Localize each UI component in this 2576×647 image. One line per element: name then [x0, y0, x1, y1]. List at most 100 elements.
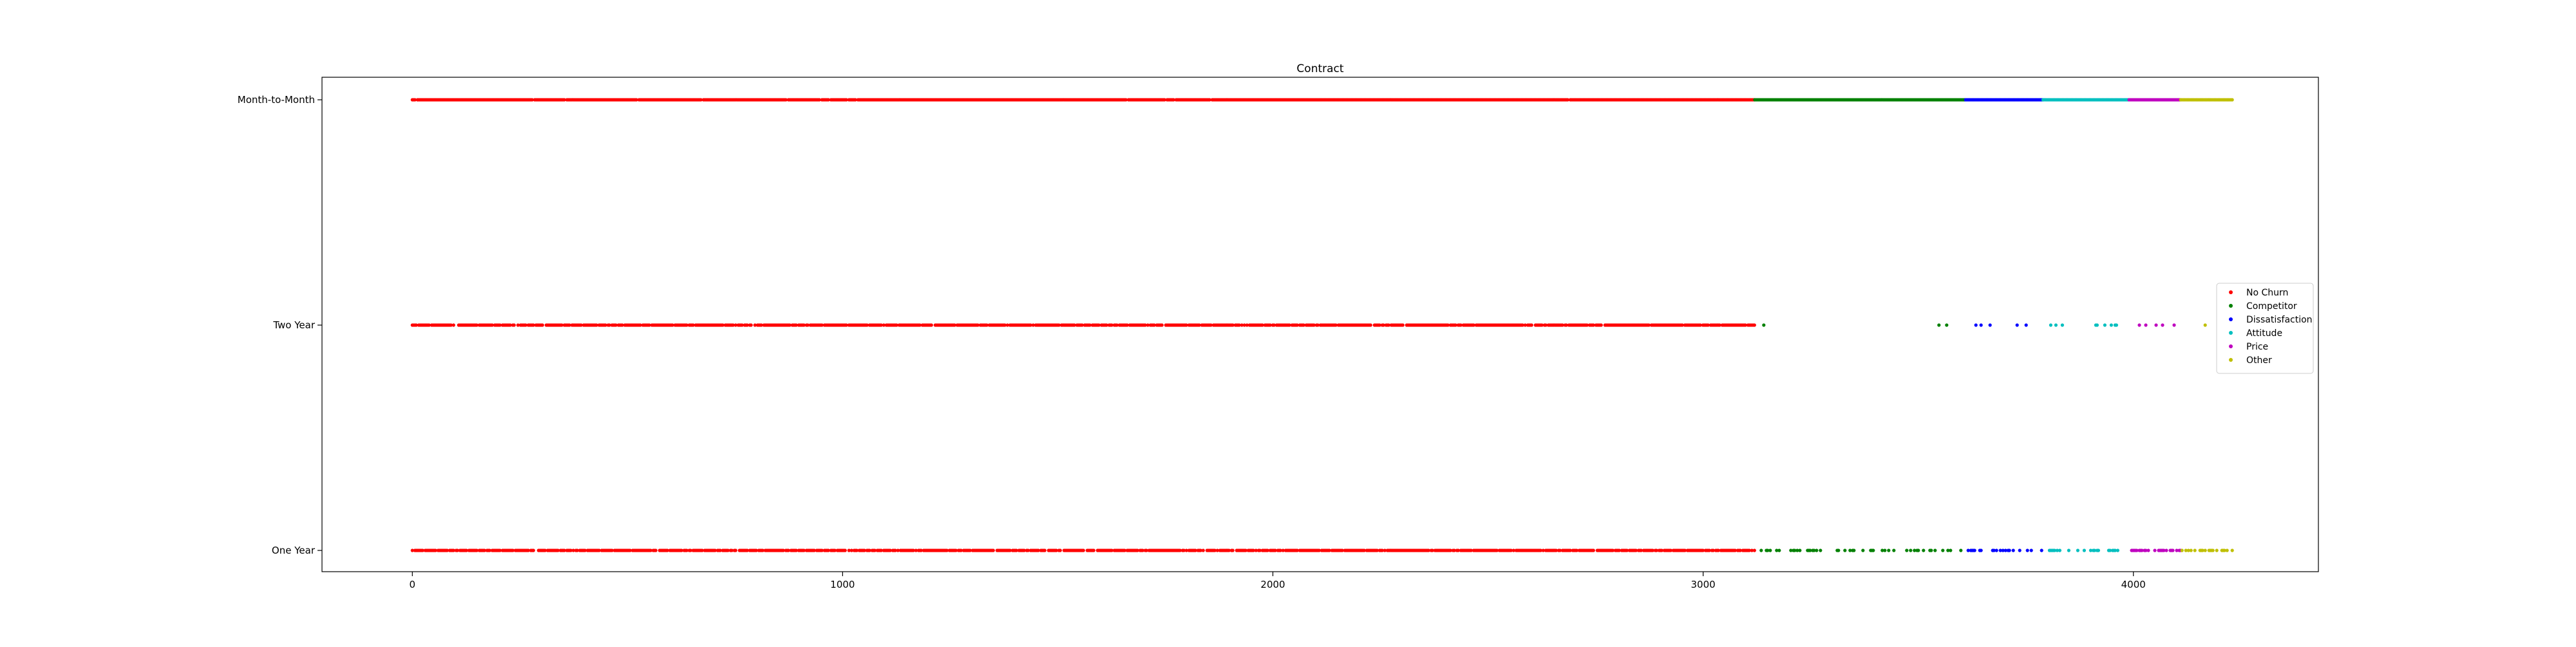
data-point	[895, 323, 898, 327]
data-point	[2067, 549, 2070, 552]
data-point	[498, 323, 502, 327]
data-point	[1759, 549, 1763, 552]
data-point	[734, 323, 737, 327]
data-point	[753, 323, 757, 327]
series-attitude	[2041, 98, 2130, 552]
data-point	[721, 323, 724, 327]
data-point	[2230, 549, 2234, 552]
data-point	[1254, 549, 1258, 552]
data-point	[2096, 549, 2100, 552]
data-point	[1469, 549, 1473, 552]
data-point	[1743, 323, 1747, 327]
data-point	[562, 549, 566, 552]
data-point	[1945, 323, 1949, 327]
data-point	[1651, 549, 1654, 552]
data-point	[2164, 549, 2168, 552]
legend-marker	[2229, 317, 2233, 321]
data-point	[1979, 323, 1983, 327]
plot-frame	[321, 77, 2319, 572]
data-point	[929, 323, 933, 327]
data-point	[562, 98, 566, 102]
data-point	[1599, 323, 1603, 327]
data-point	[2024, 323, 2028, 327]
data-point	[2189, 549, 2193, 552]
data-point	[1327, 549, 1331, 552]
data-point	[2153, 549, 2157, 552]
data-point	[802, 549, 806, 552]
data-point	[1265, 549, 1269, 552]
data-point	[919, 549, 923, 552]
data-point	[1008, 549, 1012, 552]
data-point	[2076, 549, 2079, 552]
data-point	[1815, 549, 1819, 552]
legend-marker	[2229, 304, 2233, 308]
data-point	[1312, 323, 1316, 327]
data-point	[2144, 549, 2148, 552]
data-point	[862, 549, 866, 552]
data-point	[1707, 549, 1711, 552]
data-point	[603, 323, 607, 327]
data-point	[1452, 549, 1456, 552]
data-point	[1426, 549, 1430, 552]
data-point	[670, 323, 674, 327]
data-point	[1110, 549, 1113, 552]
data-point	[1711, 549, 1715, 552]
data-point	[952, 323, 956, 327]
data-point	[2186, 549, 2190, 552]
data-point	[1080, 323, 1084, 327]
data-point	[1798, 549, 1802, 552]
data-point	[638, 323, 642, 327]
data-point	[2146, 549, 2150, 552]
data-point	[1072, 323, 1076, 327]
data-point	[843, 549, 847, 552]
data-point	[2055, 549, 2059, 552]
data-point	[2114, 323, 2118, 327]
data-point	[817, 98, 821, 102]
data-point	[1812, 549, 1816, 552]
data-point	[531, 549, 535, 552]
data-point	[2225, 549, 2229, 552]
data-point	[1973, 549, 1976, 552]
data-point	[1184, 549, 1188, 552]
data-point	[2040, 549, 2043, 552]
legend-marker	[2229, 358, 2233, 362]
data-point	[1913, 549, 1917, 552]
data-point	[1446, 323, 1450, 327]
data-point	[2001, 549, 2005, 552]
data-point	[844, 98, 848, 102]
data-point	[806, 323, 810, 327]
data-point	[794, 549, 798, 552]
x-tick-label: 4000	[2121, 579, 2146, 590]
data-point	[893, 549, 897, 552]
data-point	[1585, 323, 1589, 327]
data-point	[754, 549, 758, 552]
data-point	[1511, 549, 1515, 552]
data-point	[730, 549, 734, 552]
data-point	[1905, 549, 1909, 552]
data-point	[530, 98, 534, 102]
data-point	[2215, 549, 2219, 552]
data-point	[1998, 549, 2002, 552]
data-point	[2116, 549, 2119, 552]
data-point	[1302, 323, 1305, 327]
data-point	[1495, 549, 1499, 552]
data-point	[1231, 323, 1235, 327]
data-point	[1979, 549, 1983, 552]
data-point	[2113, 549, 2117, 552]
data-point	[1880, 549, 1884, 552]
data-point	[1184, 323, 1188, 327]
data-point	[1777, 549, 1781, 552]
data-point	[1448, 549, 1452, 552]
data-point	[1566, 98, 1569, 102]
series-other	[2179, 98, 2234, 552]
data-point	[968, 549, 972, 552]
data-point	[1647, 323, 1651, 327]
data-point	[1295, 549, 1299, 552]
data-point	[959, 549, 963, 552]
data-point	[1182, 549, 1186, 552]
data-point	[1245, 323, 1249, 327]
legend-marker	[2229, 344, 2233, 348]
data-point	[1124, 98, 1128, 102]
data-point	[1738, 549, 1742, 552]
data-point	[2193, 549, 2197, 552]
